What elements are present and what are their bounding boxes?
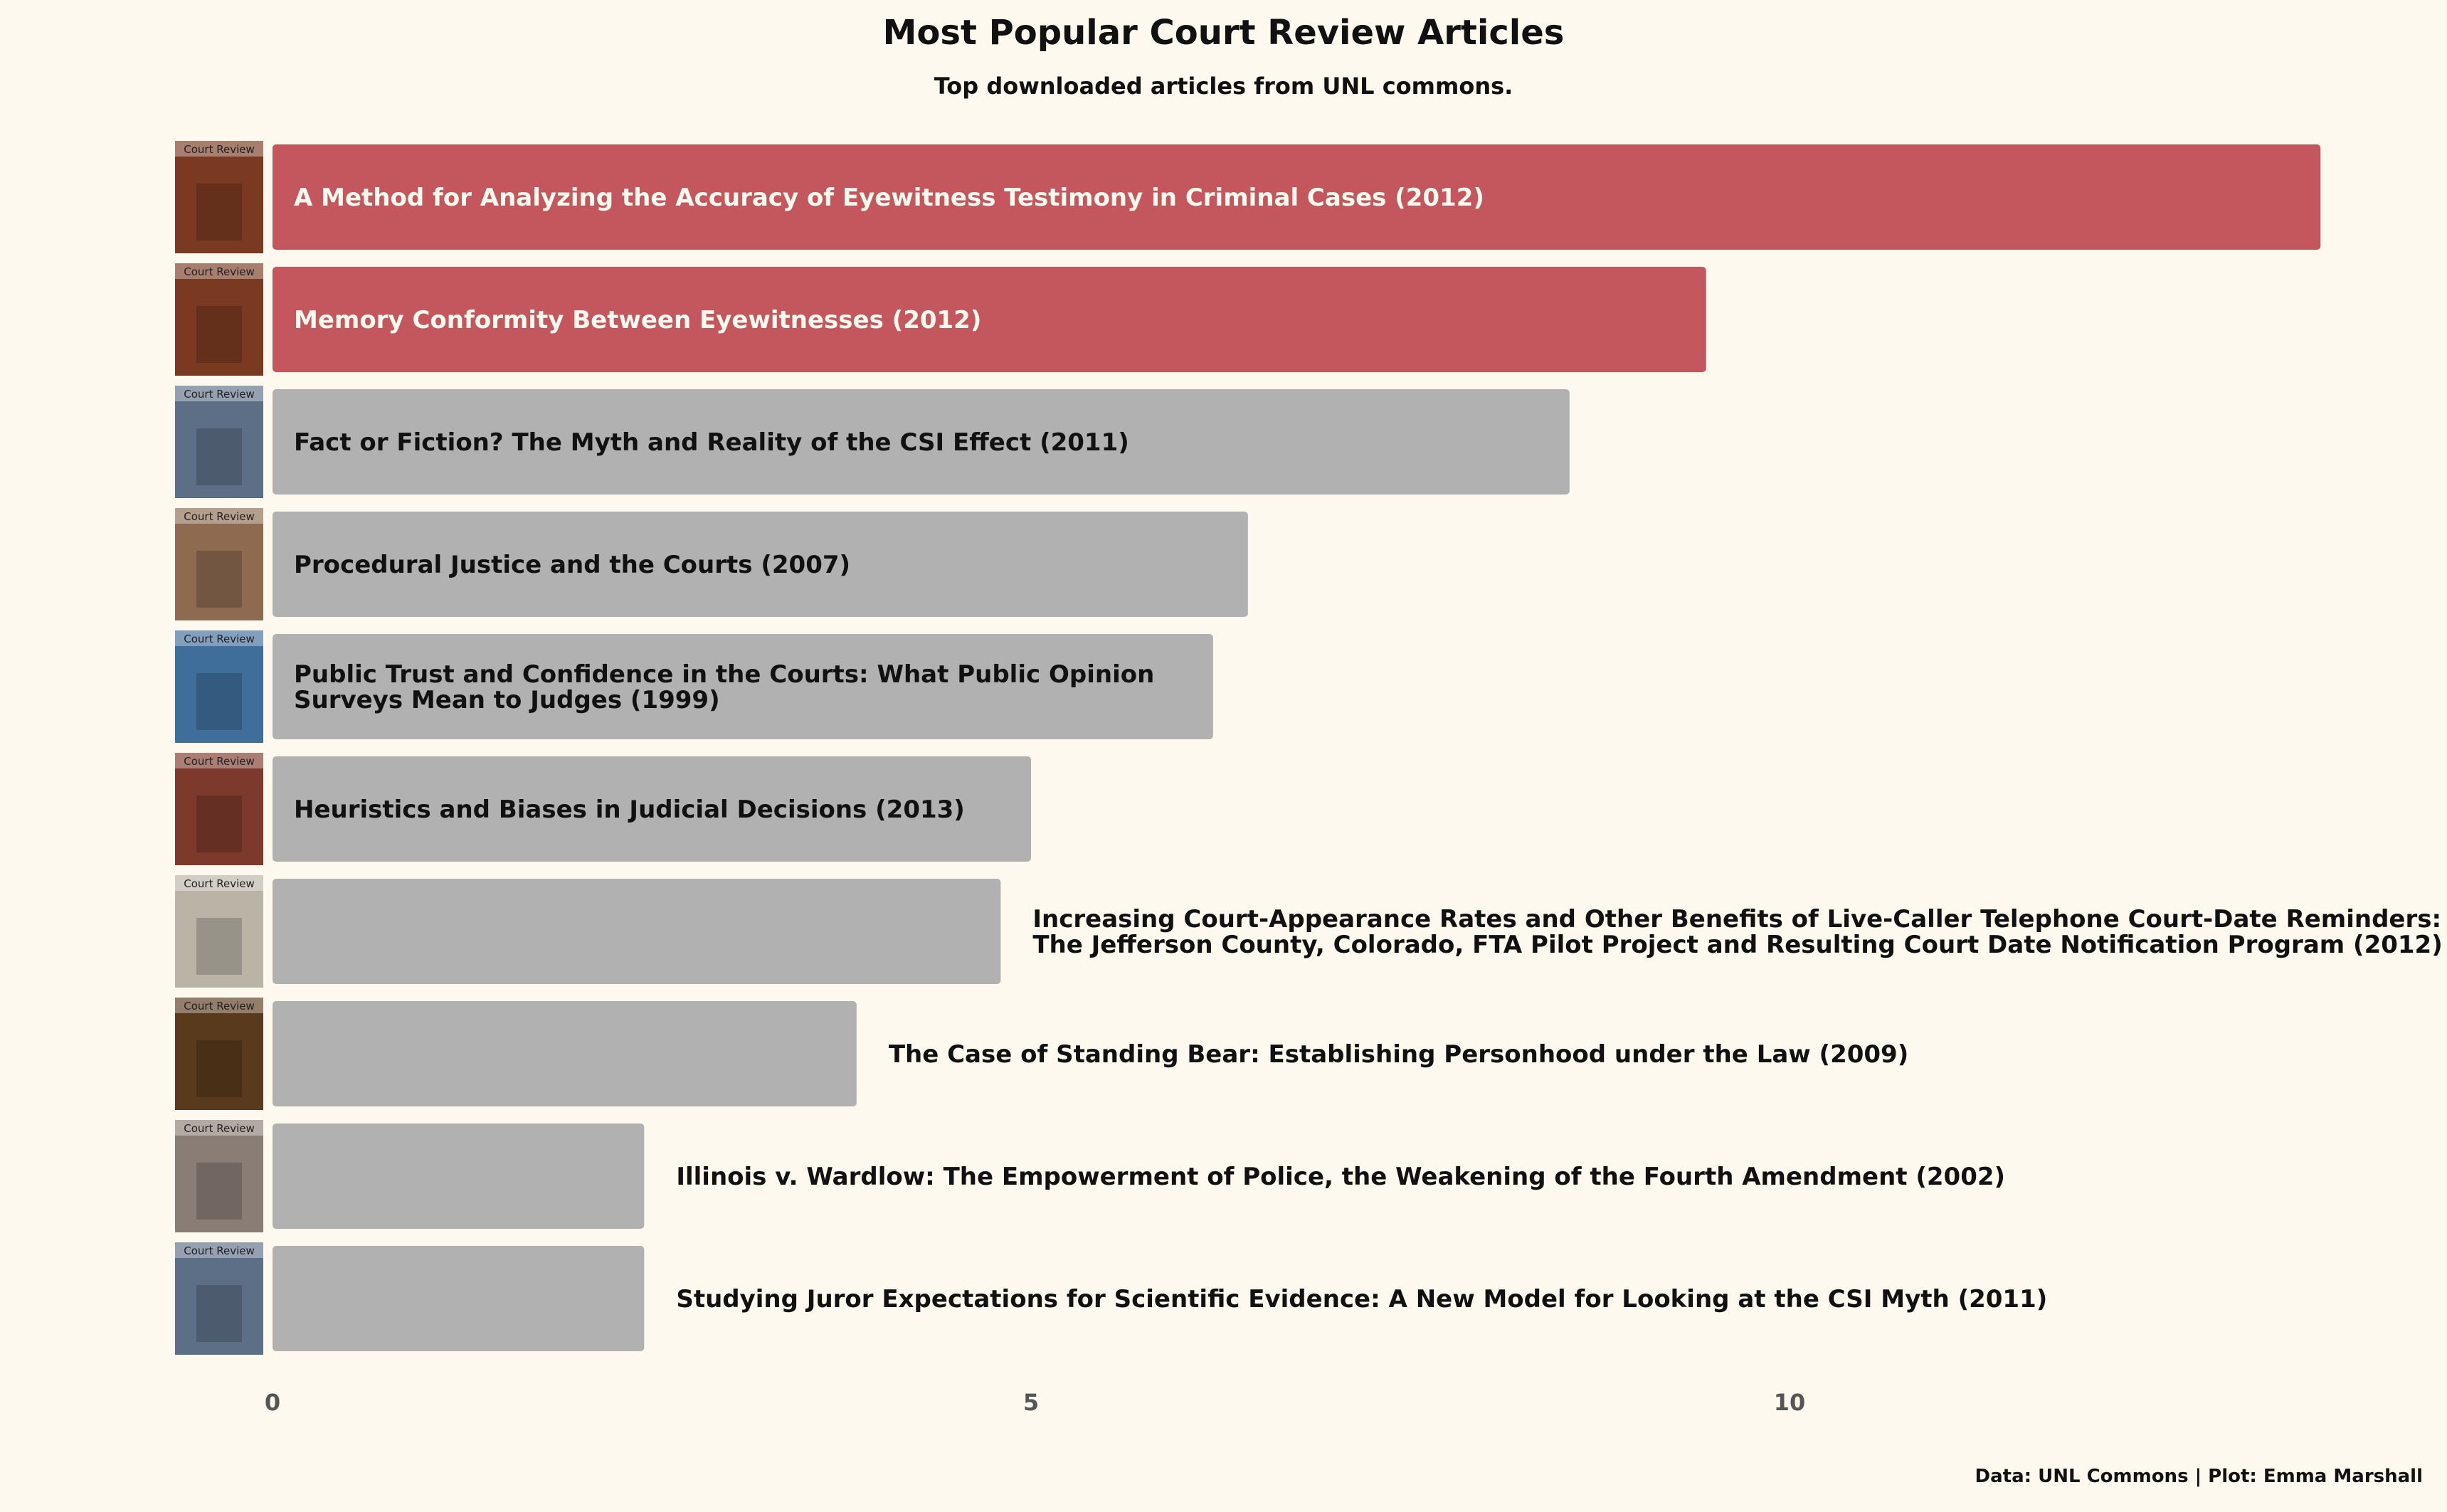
bar	[273, 512, 1248, 617]
cover-masthead-band	[175, 1242, 263, 1258]
cover-image	[175, 998, 263, 1110]
bar-label: Fact or Fiction? The Myth and Reality of…	[294, 428, 1129, 457]
cover-masthead: Court Review	[184, 877, 255, 890]
cover-masthead-band	[175, 508, 263, 524]
bar-label: Illinois v. Wardlow: The Empowerment of …	[676, 1163, 2005, 1191]
bar-label: Procedural Justice and the Courts (2007)	[294, 551, 850, 579]
bar	[273, 634, 1213, 739]
cover-thumbnail: Court Review	[175, 630, 263, 743]
cover-building	[196, 551, 242, 608]
cover-masthead: Court Review	[184, 510, 255, 523]
cover-masthead-band	[175, 263, 263, 279]
chart-title: Most Popular Court Review Articles	[882, 13, 1565, 53]
cover-image	[175, 875, 263, 988]
cover-thumbnail: Court Review	[175, 1120, 263, 1232]
bar-label: Studying Juror Expectations for Scientif…	[676, 1285, 2047, 1313]
bar-label-line: Fact or Fiction? The Myth and Reality of…	[294, 428, 1129, 457]
bar-label: A Method for Analyzing the Accuracy of E…	[294, 184, 1484, 212]
bar-label-line: The Jefferson County, Colorado, FTA Pilo…	[1032, 931, 2442, 959]
x-tick-label: 10	[1774, 1389, 1806, 1416]
cover-masthead-band	[175, 875, 263, 891]
bar-label-line: Surveys Mean to Judges (1999)	[294, 686, 720, 714]
cover-masthead: Court Review	[184, 755, 255, 768]
cover-building	[196, 1285, 242, 1342]
bar-label-line: Heuristics and Biases in Judicial Decisi…	[294, 795, 965, 824]
cover-masthead-band	[175, 141, 263, 157]
cover-masthead: Court Review	[184, 143, 255, 156]
cover-masthead-band	[175, 753, 263, 768]
cover-building	[196, 1163, 242, 1220]
bar-label-line: Illinois v. Wardlow: The Empowerment of …	[676, 1163, 2005, 1191]
x-tick-label: 0	[265, 1389, 280, 1416]
bar-label: Increasing Court-Appearance Rates and Ot…	[1032, 905, 2442, 959]
cover-building	[196, 184, 242, 240]
bar-label: Heuristics and Biases in Judicial Decisi…	[294, 795, 965, 824]
cover-image	[175, 753, 263, 865]
bar-label-line: Public Trust and Confidence in the Court…	[294, 660, 1154, 689]
bar	[273, 1001, 857, 1106]
chart-caption: Data: UNL Commons | Plot: Emma Marshall	[1975, 1466, 2423, 1487]
cover-building	[196, 795, 242, 852]
cover-masthead: Court Review	[184, 1122, 255, 1135]
cover-image	[175, 386, 263, 498]
bar	[273, 144, 2321, 250]
bar-label-line: Memory Conformity Between Eyewitnesses (…	[294, 306, 981, 334]
cover-image	[175, 263, 263, 376]
cover-building	[196, 1040, 242, 1097]
bar	[273, 389, 1570, 495]
bar-label: Public Trust and Confidence in the Court…	[294, 660, 1154, 714]
cover-thumbnail: Court Review	[175, 263, 263, 376]
bar-label-line: A Method for Analyzing the Accuracy of E…	[294, 184, 1484, 212]
bar-label-line: Procedural Justice and the Courts (2007)	[294, 551, 850, 579]
cover-thumbnail: Court Review	[175, 508, 263, 620]
bar-label: Memory Conformity Between Eyewitnesses (…	[294, 306, 981, 334]
cover-image	[175, 1242, 263, 1355]
cover-masthead-band	[175, 386, 263, 401]
bar	[273, 267, 1706, 372]
cover-thumbnail: Court Review	[175, 141, 263, 253]
cover-masthead-band	[175, 630, 263, 646]
cover-masthead: Court Review	[184, 1244, 255, 1257]
bar	[273, 879, 1001, 984]
cover-masthead: Court Review	[184, 1000, 255, 1013]
cover-masthead: Court Review	[184, 388, 255, 401]
cover-thumbnail: Court Review	[175, 386, 263, 498]
cover-building	[196, 918, 242, 975]
cover-thumbnail: Court Review	[175, 875, 263, 988]
bar-label: The Case of Standing Bear: Establishing …	[889, 1040, 1908, 1069]
chart-subtitle: Top downloaded articles from UNL commons…	[934, 73, 1513, 100]
x-tick-label: 5	[1023, 1389, 1039, 1416]
cover-masthead: Court Review	[184, 265, 255, 278]
bar	[273, 756, 1031, 862]
cover-image	[175, 508, 263, 620]
cover-image	[175, 1120, 263, 1232]
cover-masthead-band	[175, 998, 263, 1013]
bar	[273, 1124, 645, 1229]
bar-label-line: The Case of Standing Bear: Establishing …	[889, 1040, 1908, 1069]
cover-building	[196, 306, 242, 363]
bar-label-line: Increasing Court-Appearance Rates and Ot…	[1032, 905, 2441, 934]
cover-thumbnail: Court Review	[175, 1242, 263, 1355]
cover-building	[196, 428, 242, 485]
cover-image	[175, 141, 263, 253]
cover-building	[196, 673, 242, 730]
bar-label-line: Studying Juror Expectations for Scientif…	[676, 1285, 2047, 1313]
cover-thumbnail: Court Review	[175, 998, 263, 1110]
cover-masthead-band	[175, 1120, 263, 1136]
cover-thumbnail: Court Review	[175, 753, 263, 865]
cover-masthead: Court Review	[184, 633, 255, 645]
bar	[273, 1246, 645, 1351]
cover-image	[175, 630, 263, 743]
